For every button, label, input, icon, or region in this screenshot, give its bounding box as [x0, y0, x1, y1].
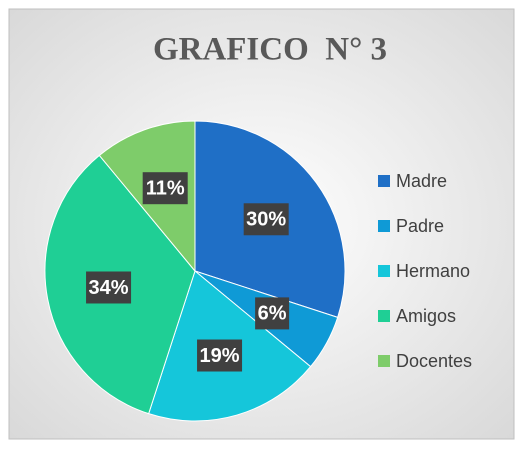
data-label-box [243, 203, 289, 236]
data-label: 6% [258, 303, 287, 325]
legend-swatch [378, 310, 390, 322]
legend-swatch [378, 175, 390, 187]
data-label-box [142, 172, 188, 205]
data-label-box [197, 339, 243, 372]
data-label: 11% [146, 177, 185, 199]
legend-label: Padre [396, 216, 444, 236]
legend-label: Amigos [396, 306, 456, 326]
data-label: 34% [89, 277, 129, 299]
data-label: 30% [246, 209, 286, 231]
legend-swatch [378, 265, 390, 277]
data-label: 19% [200, 345, 240, 367]
data-label-box [86, 271, 132, 304]
data-label-box [255, 297, 290, 330]
legend-label: Madre [396, 171, 447, 191]
legend-swatch [378, 220, 390, 232]
legend-swatch [378, 355, 390, 367]
legend-label: Hermano [396, 261, 470, 281]
legend-label: Docentes [396, 351, 472, 371]
chart-title: GRAFICO N° 3 [153, 32, 387, 68]
